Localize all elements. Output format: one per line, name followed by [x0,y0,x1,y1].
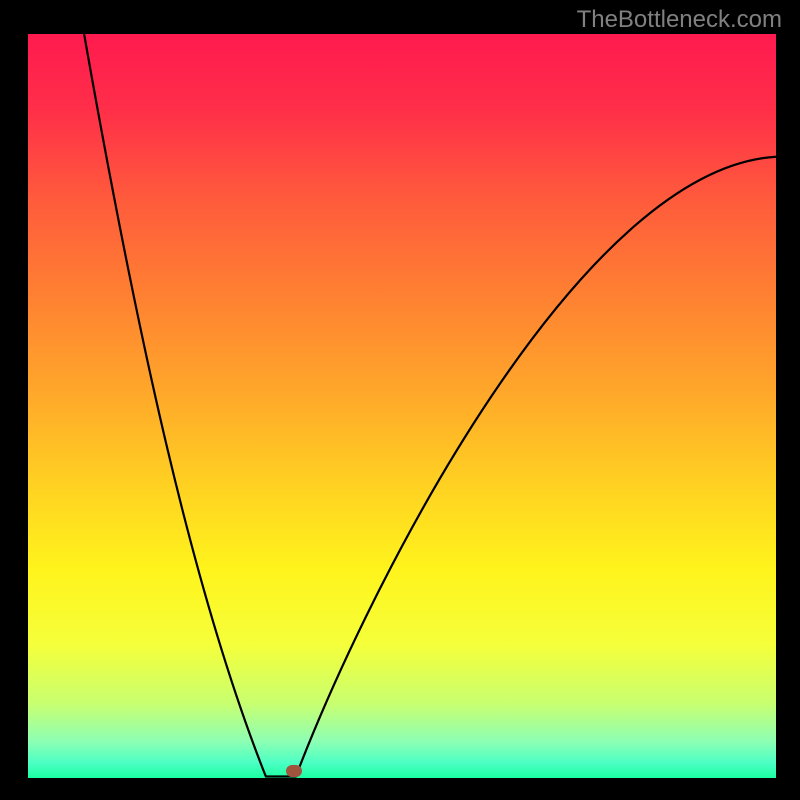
outer-frame: TheBottleneck.com [0,0,800,800]
optimum-marker [286,765,302,777]
v-curve-path [84,34,776,777]
bottleneck-curve [0,0,800,800]
